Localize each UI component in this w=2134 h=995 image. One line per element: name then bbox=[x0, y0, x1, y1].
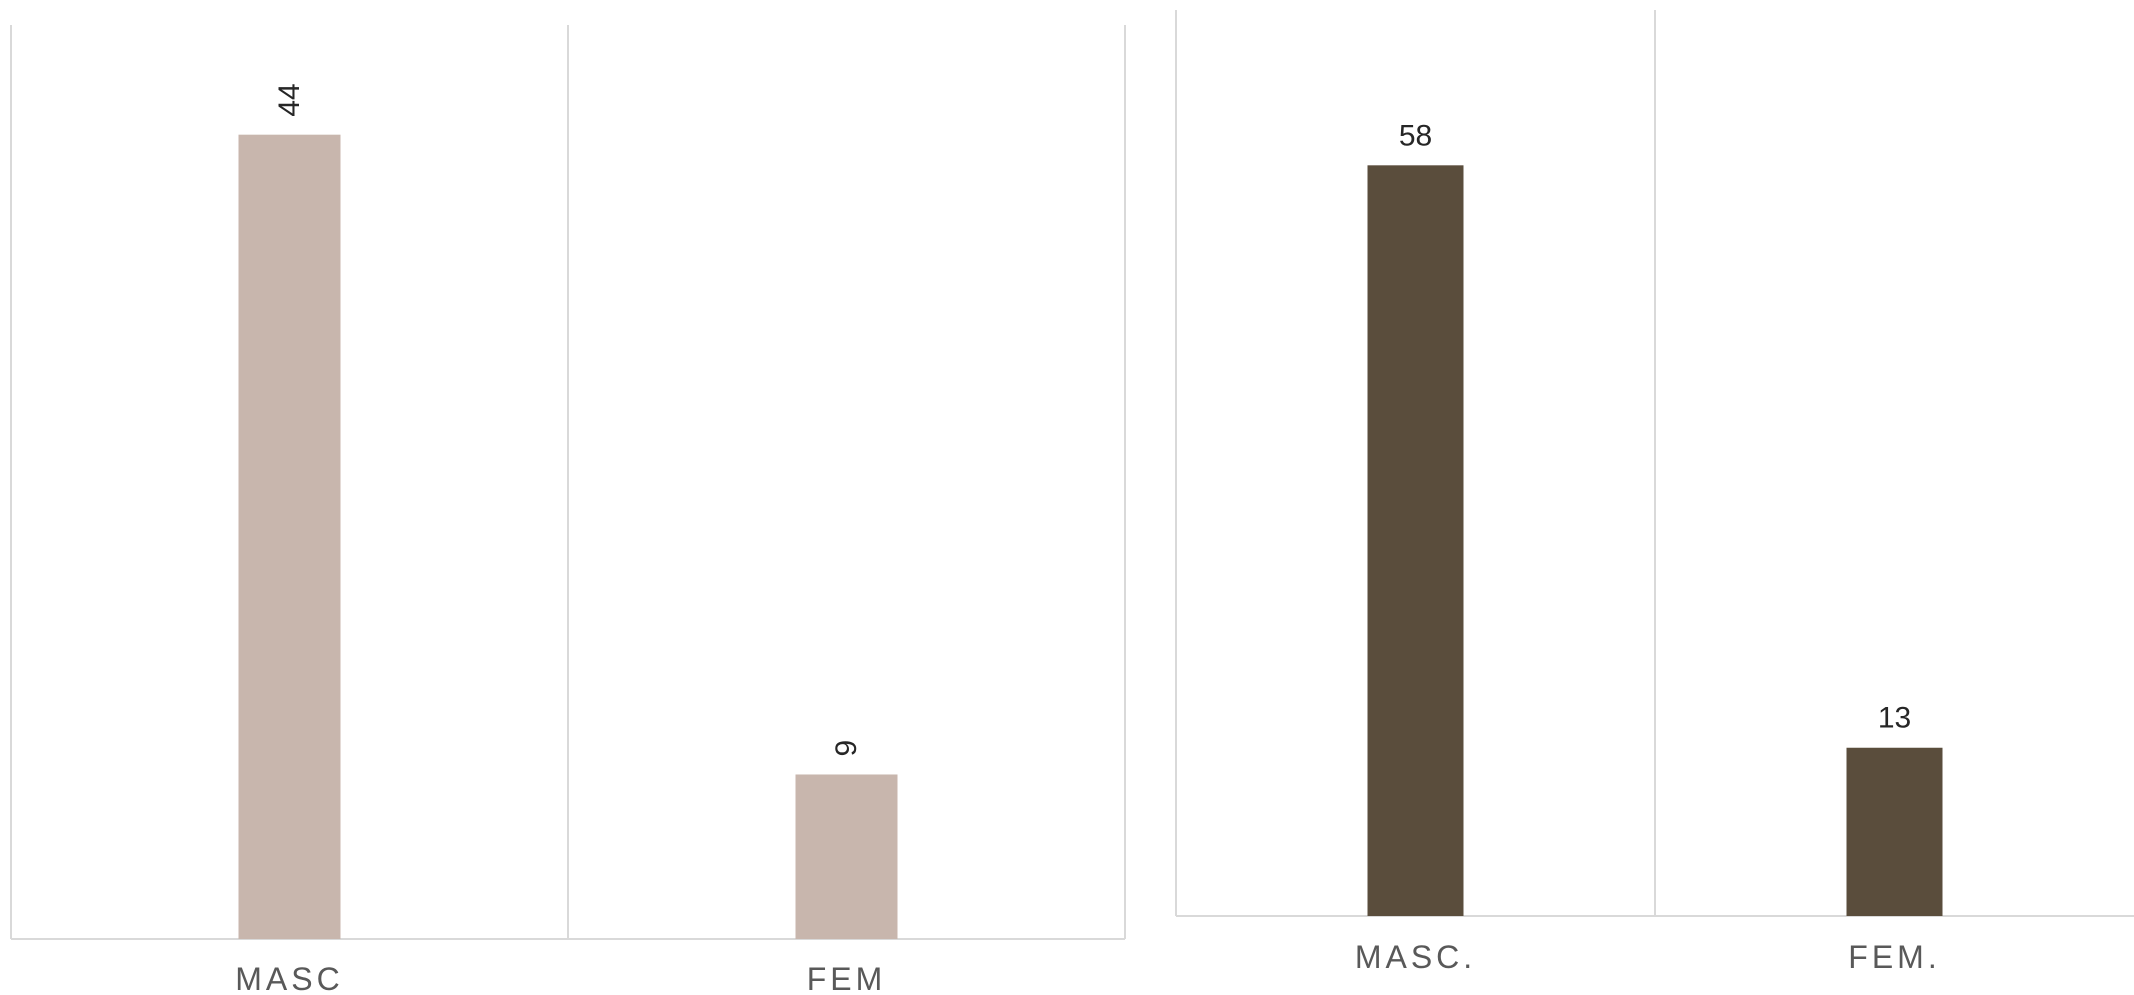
chart-2-bar bbox=[1846, 747, 1943, 916]
chart-2-bar bbox=[1367, 165, 1464, 917]
chart-2-category-label: FEM. bbox=[1848, 939, 1940, 975]
chart-1-category-label: FEM bbox=[807, 961, 887, 995]
chart-2-data-label: 13 bbox=[1878, 702, 1911, 735]
chart-2-data-label: 58 bbox=[1399, 119, 1432, 152]
chart-1-data-label: 44 bbox=[273, 83, 306, 116]
chart-1-category-label: MASC bbox=[235, 961, 343, 995]
chart-1-bar bbox=[238, 134, 341, 939]
chart-1-data-label: 9 bbox=[830, 740, 863, 757]
chart-2-category-label: MASC. bbox=[1355, 939, 1476, 975]
chart-1-bar bbox=[795, 774, 898, 939]
